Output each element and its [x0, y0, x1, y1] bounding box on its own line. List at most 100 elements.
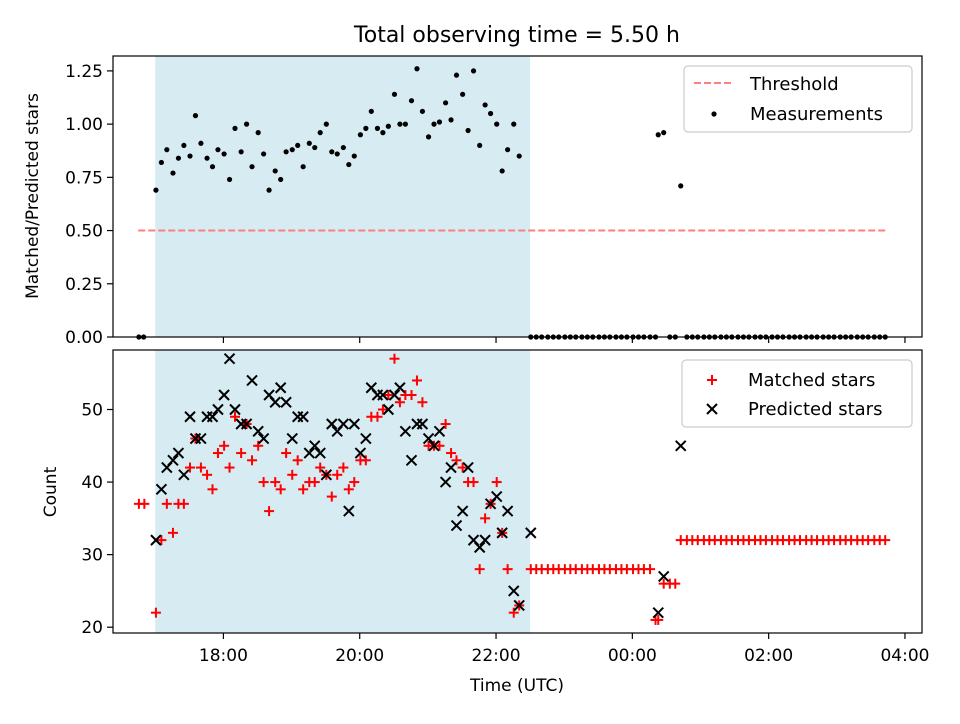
matched-star-point: [332, 469, 343, 480]
predicted-star-point: [303, 447, 315, 459]
matched-star-point: [185, 462, 196, 473]
predicted-star-point: [246, 374, 258, 387]
predicted-star-point: [513, 599, 525, 612]
measurement-point: [408, 98, 415, 104]
matched-star-point: [326, 491, 337, 502]
matched-star-point: [372, 411, 383, 422]
measurement-point: [317, 130, 323, 136]
measurement-point: [494, 121, 500, 127]
predicted-star-point: [652, 606, 664, 619]
measurement-point: [289, 147, 295, 153]
predicted-star-point: [405, 454, 418, 467]
legend-x-marker: [706, 403, 718, 415]
measurement-point: [397, 121, 403, 127]
bottom-y-axis-label: Count: [41, 466, 61, 517]
predicted-star-point: [394, 382, 406, 394]
predicted-star-point: [422, 432, 435, 445]
matched-star-point: [343, 484, 354, 495]
predicted-star-point: [657, 570, 670, 583]
predicted-star-point: [360, 432, 372, 445]
x-axis-label: Time (UTC): [469, 676, 564, 696]
matched-star-point: [212, 448, 223, 459]
predicted-star-point: [206, 411, 219, 423]
bottom-plot-frame: [112, 349, 923, 634]
matched-star-point: [247, 455, 258, 466]
bottom-y-tick-label: 50: [81, 401, 103, 421]
predicted-star-point: [309, 440, 321, 452]
predicted-star-point: [388, 389, 401, 401]
measurement-point: [363, 125, 369, 131]
matched-star-point: [219, 440, 230, 451]
predicted-star-point: [326, 418, 338, 430]
measurement-point: [425, 134, 432, 140]
predicted-star-point: [184, 411, 196, 423]
predicted-star-point: [348, 418, 360, 430]
matched-star-point: [207, 484, 218, 495]
measurement-point: [181, 142, 187, 149]
measurement-point: [442, 100, 449, 106]
legend-predicted-label: Predicted stars: [748, 399, 882, 420]
measurement-point: [261, 151, 267, 157]
legend-threshold-label: Threshold: [749, 74, 839, 95]
measurement-point: [295, 142, 301, 149]
matched-star-point: [880, 535, 891, 546]
measurement-point: [238, 149, 244, 155]
predicted-stars-points: [150, 353, 687, 619]
predicted-star-point: [445, 461, 457, 474]
measurement-point: [329, 149, 335, 155]
predicted-star-point: [269, 396, 281, 408]
measurement-point: [266, 187, 272, 193]
predicted-star-point: [416, 418, 429, 430]
measurement-point: [511, 121, 517, 127]
legend-measurements-label: Measurements: [750, 104, 883, 125]
matched-star-point: [178, 498, 189, 509]
measurement-point: [448, 117, 454, 123]
measurement-point: [374, 125, 381, 131]
top-y-tick-label: 0.25: [65, 275, 103, 295]
matched-star-point: [270, 477, 281, 488]
matched-star-point: [446, 448, 457, 459]
matched-star-point: [417, 397, 428, 408]
top-y-tick-label: 0.00: [65, 328, 103, 348]
bottom-y-tick-label: 20: [81, 618, 103, 638]
top-y-tick-label: 0.75: [65, 168, 103, 188]
top-legend-box: [683, 65, 913, 133]
measurement-point: [164, 147, 170, 153]
measurement-point: [436, 119, 443, 125]
measurement-point: [357, 132, 364, 138]
measurement-point: [170, 170, 176, 176]
matched-star-point: [315, 462, 326, 473]
matched-star-point: [253, 440, 264, 451]
matched-star-point: [161, 498, 172, 509]
matched-star-point: [236, 448, 247, 459]
predicted-star-point: [343, 505, 355, 517]
matched-star-point: [440, 419, 451, 430]
matched-star-point: [360, 455, 371, 466]
predicted-star-point: [223, 353, 236, 365]
measurement-point: [243, 121, 250, 127]
measurement-point: [351, 153, 357, 159]
predicted-star-point: [399, 425, 412, 437]
measurement-point: [391, 91, 398, 97]
predicted-star-point: [195, 432, 207, 445]
measurement-point: [402, 121, 408, 127]
top-y-tick-label: 1.00: [65, 115, 103, 135]
matched-star-point: [434, 440, 445, 451]
legend-predicted-swatch: [706, 403, 718, 415]
measurement-point: [516, 153, 522, 159]
predicted-star-point: [428, 440, 440, 452]
bottom-shaded-span: [155, 350, 531, 633]
predicted-star-point: [155, 483, 168, 496]
bottom-x-ticks: 18:00 20:00 22:00 00:00 02:00 04:00: [199, 633, 929, 666]
predicted-star-point: [525, 527, 537, 539]
bottom-x-tick-label: 04:00: [880, 646, 929, 666]
top-legend: Threshold Measurements: [683, 65, 913, 133]
measurement-point: [232, 125, 238, 131]
measurement-point: [283, 149, 289, 155]
top-plot-frame: [112, 55, 923, 338]
measurement-point: [221, 151, 227, 157]
matched-star-point: [451, 455, 462, 466]
predicted-star-point: [382, 403, 395, 416]
